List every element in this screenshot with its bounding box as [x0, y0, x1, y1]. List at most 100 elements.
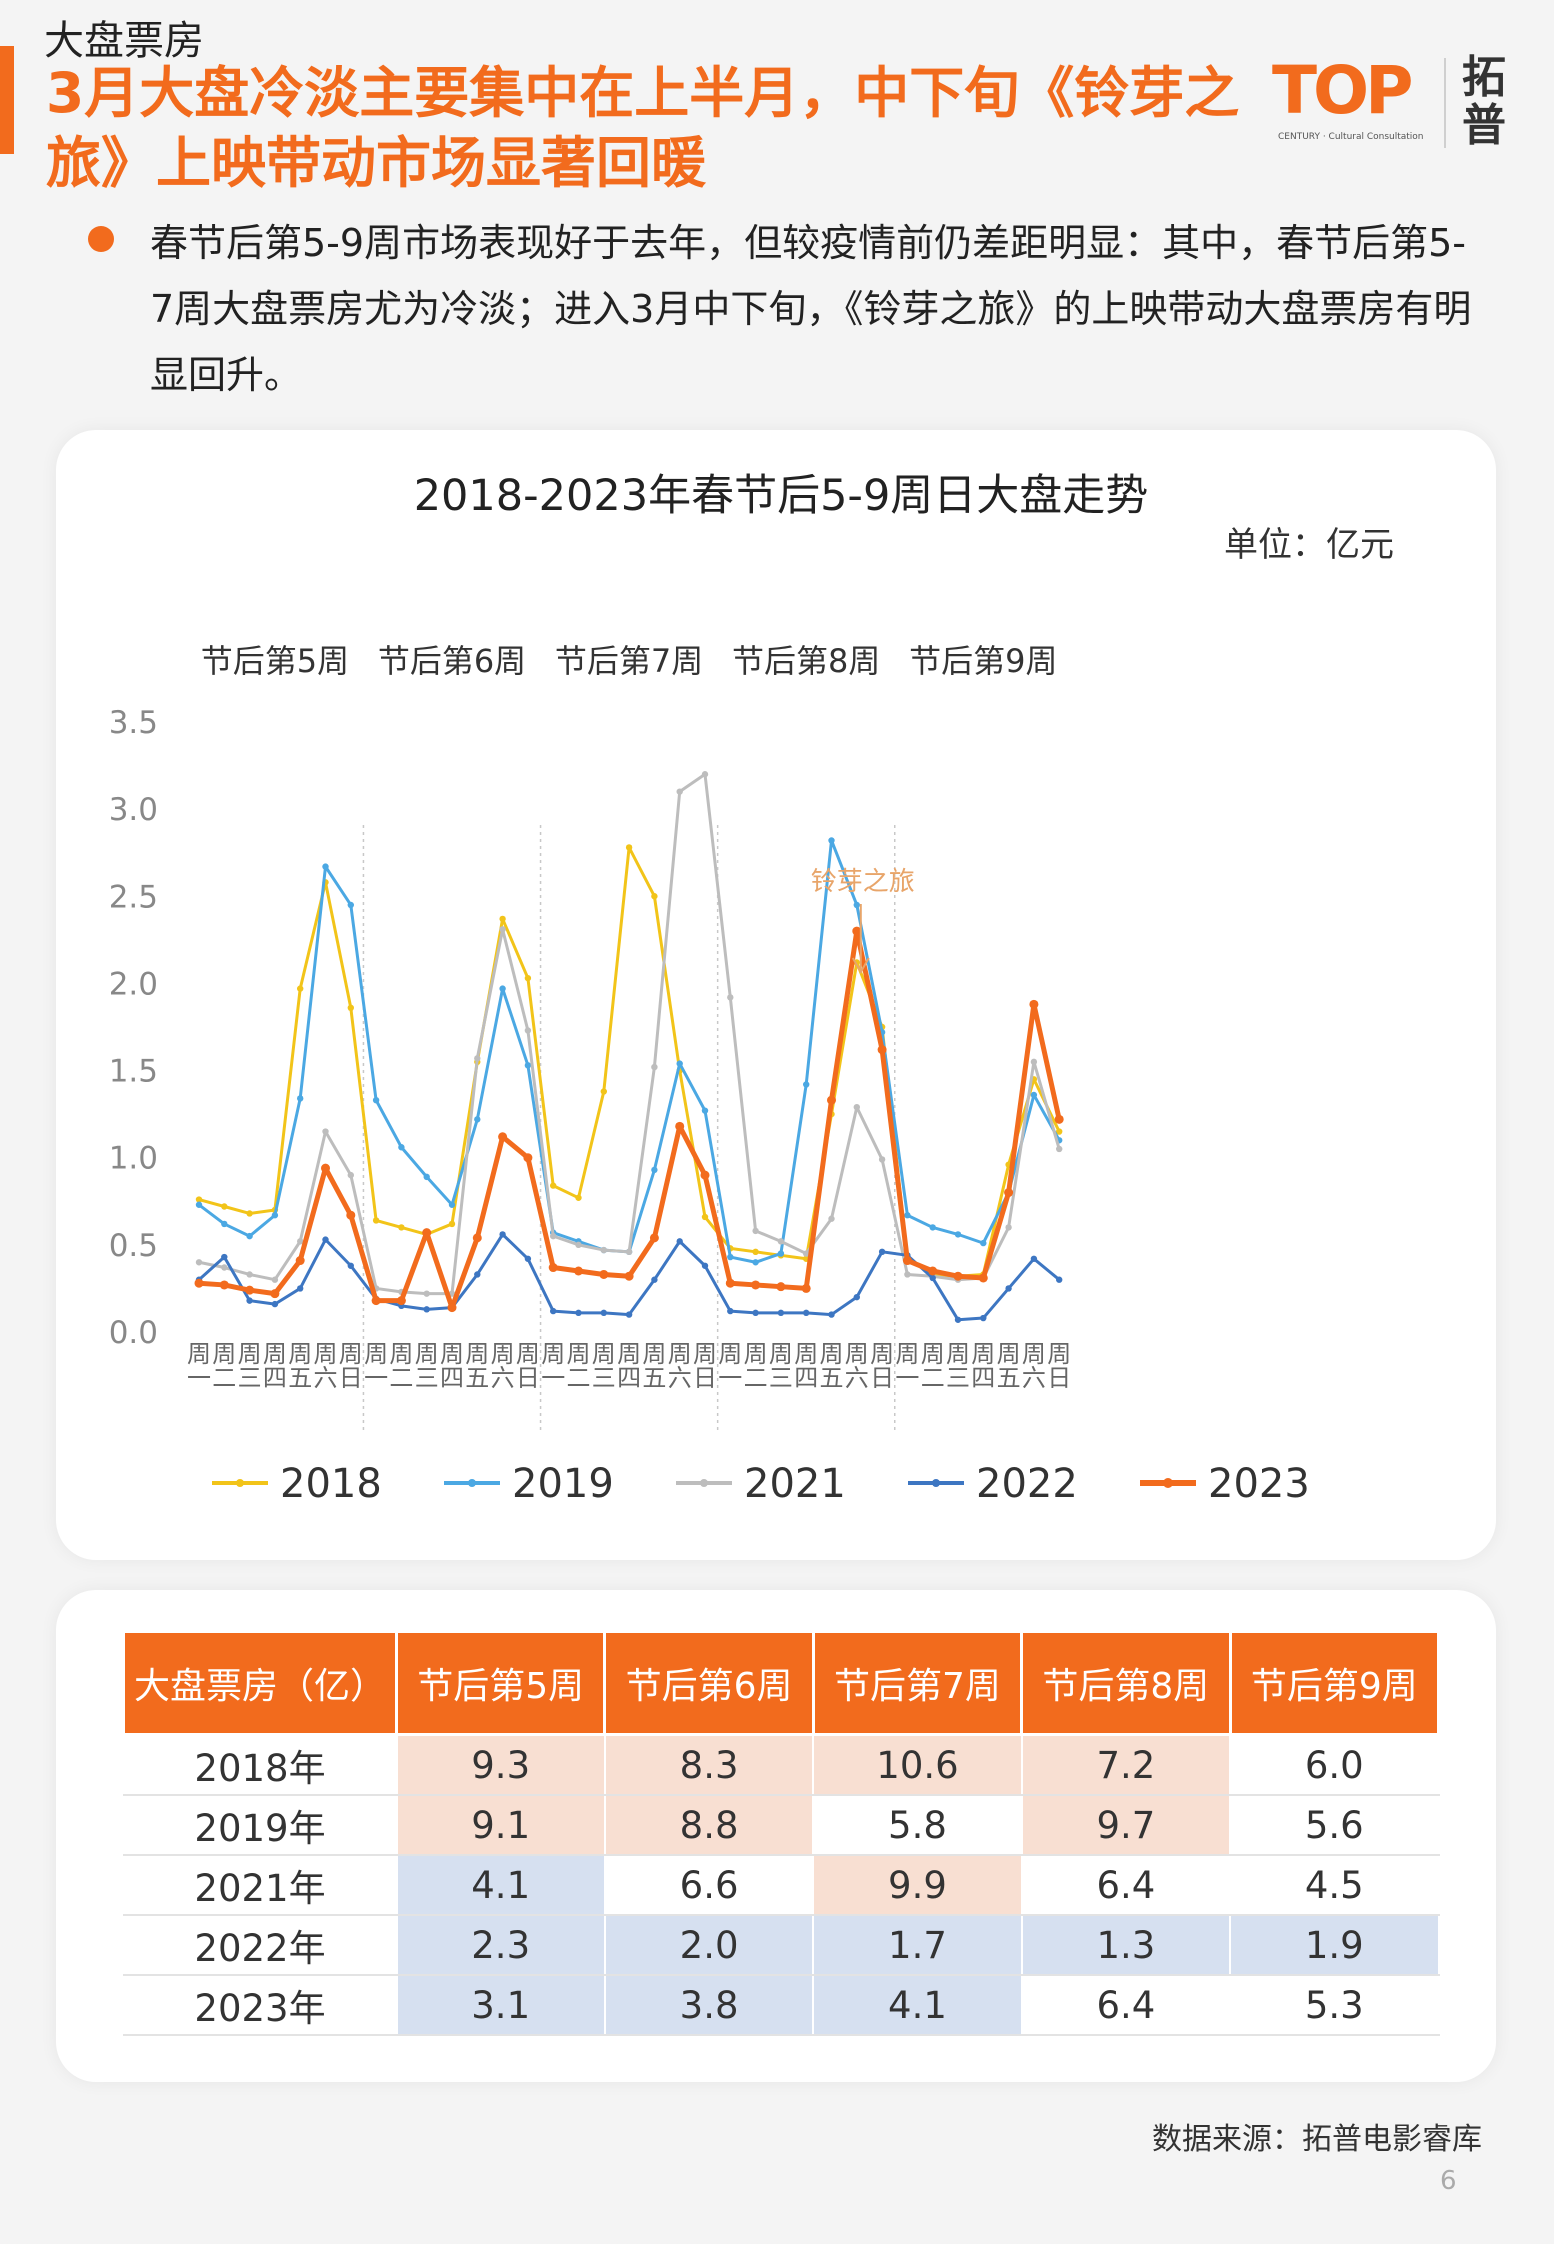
x-tick-char: 周 — [415, 1340, 439, 1368]
data-point — [499, 1231, 506, 1238]
data-point — [777, 1309, 785, 1317]
data-point — [219, 1280, 229, 1290]
data-point — [297, 1238, 304, 1245]
data-point — [221, 1203, 228, 1210]
x-tick-label: 周三 — [415, 1340, 439, 1392]
data-point — [398, 1144, 405, 1151]
x-tick-char: 六 — [668, 1364, 692, 1392]
data-point — [221, 1253, 228, 1261]
data-point — [371, 1296, 381, 1306]
x-tick-char: 周 — [693, 1340, 717, 1368]
data-point — [676, 1060, 683, 1067]
x-tick-label: 周一 — [364, 1340, 388, 1392]
data-point — [752, 1248, 759, 1256]
data-point — [751, 1280, 761, 1290]
x-tick-label: 周六 — [1022, 1340, 1046, 1392]
x-tick-label: 周二 — [921, 1340, 945, 1392]
data-point — [929, 1274, 936, 1282]
data-point — [651, 1276, 658, 1283]
data-point — [575, 1241, 582, 1249]
data-point — [195, 1196, 203, 1203]
x-tick-char: 周 — [314, 1340, 338, 1368]
x-tick-char: 四 — [794, 1364, 818, 1392]
x-tick-char: 周 — [617, 1340, 641, 1368]
data-point — [372, 1217, 380, 1224]
data-point — [600, 1246, 607, 1254]
x-tick-char: 日 — [1047, 1364, 1071, 1392]
table-cell: 5.6 — [1229, 1794, 1440, 1856]
data-point — [574, 1266, 583, 1276]
table-cell: 4.1 — [395, 1854, 606, 1916]
bullet-text: 春节后第5-9周市场表现好于去年，但较疫情前仍差距明显：其中，春节后第5-7周大… — [150, 221, 1472, 397]
row-label: 2021年 — [122, 1854, 398, 1916]
data-point — [625, 1248, 633, 1256]
x-tick-label: 周三 — [592, 1340, 616, 1392]
row-label: 2019年 — [122, 1794, 398, 1856]
x-tick-label: 周二 — [389, 1340, 413, 1392]
data-point — [447, 1303, 457, 1313]
series-line-2018 — [198, 845, 1061, 1278]
x-tick-char: 一 — [541, 1364, 565, 1392]
legend-label: 2018 — [280, 1461, 382, 1507]
data-point — [980, 1239, 987, 1247]
x-tick-label: 周一 — [541, 1340, 565, 1392]
table-cell: 10.6 — [812, 1733, 1023, 1796]
data-point — [499, 926, 506, 933]
table-header-cell: 节后第5周 — [394, 1630, 607, 1736]
data-point — [246, 1271, 253, 1278]
data-point — [523, 1153, 533, 1163]
x-tick-char: 周 — [389, 1340, 413, 1368]
data-point — [878, 1156, 886, 1163]
x-tick-char: 周 — [971, 1340, 995, 1368]
x-tick-label: 周五 — [288, 1340, 312, 1392]
table-row: 2023年 3.1 3.8 4.1 6.4 5.3 — [122, 1974, 1440, 2036]
x-tick-label: 周五 — [642, 1340, 666, 1392]
x-tick-char: 周 — [794, 1340, 818, 1368]
x-tick-char: 周 — [744, 1340, 768, 1368]
data-point — [347, 901, 354, 909]
legend-marker — [468, 1479, 476, 1487]
data-point — [701, 771, 709, 778]
x-tick-char: 二 — [389, 1364, 413, 1392]
data-point — [600, 1088, 607, 1095]
data-point — [752, 1259, 759, 1266]
data-point — [853, 901, 860, 909]
data-point — [295, 1256, 305, 1266]
data-point — [1030, 1058, 1038, 1066]
data-point — [448, 1220, 456, 1228]
x-tick-char: 五 — [465, 1364, 489, 1392]
accent-bar — [0, 46, 14, 154]
data-point — [1030, 1255, 1038, 1262]
table-cell: 5.8 — [812, 1794, 1023, 1856]
x-tick-char: 周 — [946, 1340, 970, 1368]
chart-card: 2018-2023年春节后5-9周日大盘走势 单位：亿元 节后第5周 节后第6周节… — [56, 430, 1496, 1560]
x-tick-char: 六 — [845, 1364, 869, 1392]
chart-title: 2018-2023年春节后5-9周日大盘走势 — [414, 471, 1149, 521]
x-tick-char: 周 — [238, 1340, 262, 1368]
x-tick-char: 周 — [895, 1340, 919, 1368]
y-tick-label: 2.0 — [109, 966, 158, 1002]
data-point — [828, 1311, 835, 1318]
table-header-cell: 节后第8周 — [1020, 1630, 1232, 1736]
data-point — [1056, 1276, 1063, 1283]
x-tick-label: 周四 — [440, 1340, 464, 1392]
table-cell: 1.9 — [1229, 1914, 1440, 1976]
data-point — [651, 1166, 658, 1174]
legend-label: 2019 — [512, 1461, 614, 1507]
x-tick-label: 周五 — [997, 1340, 1021, 1392]
data-point — [929, 1224, 936, 1231]
x-tick-label: 周二 — [744, 1340, 768, 1392]
data-point — [524, 1255, 532, 1262]
x-tick-label: 周一 — [718, 1340, 742, 1392]
x-tick-label: 周二 — [212, 1340, 236, 1392]
x-tick-char: 周 — [187, 1340, 211, 1368]
x-tick-char: 日 — [870, 1364, 894, 1392]
annotation-label: 铃芽之旅 — [811, 867, 915, 897]
data-point — [651, 893, 658, 900]
data-point — [1054, 1114, 1064, 1124]
data-point — [1029, 999, 1039, 1009]
x-tick-label: 周三 — [238, 1340, 262, 1392]
data-point — [600, 1309, 607, 1317]
legend-marker — [932, 1479, 940, 1487]
x-tick-char: 五 — [820, 1364, 844, 1392]
